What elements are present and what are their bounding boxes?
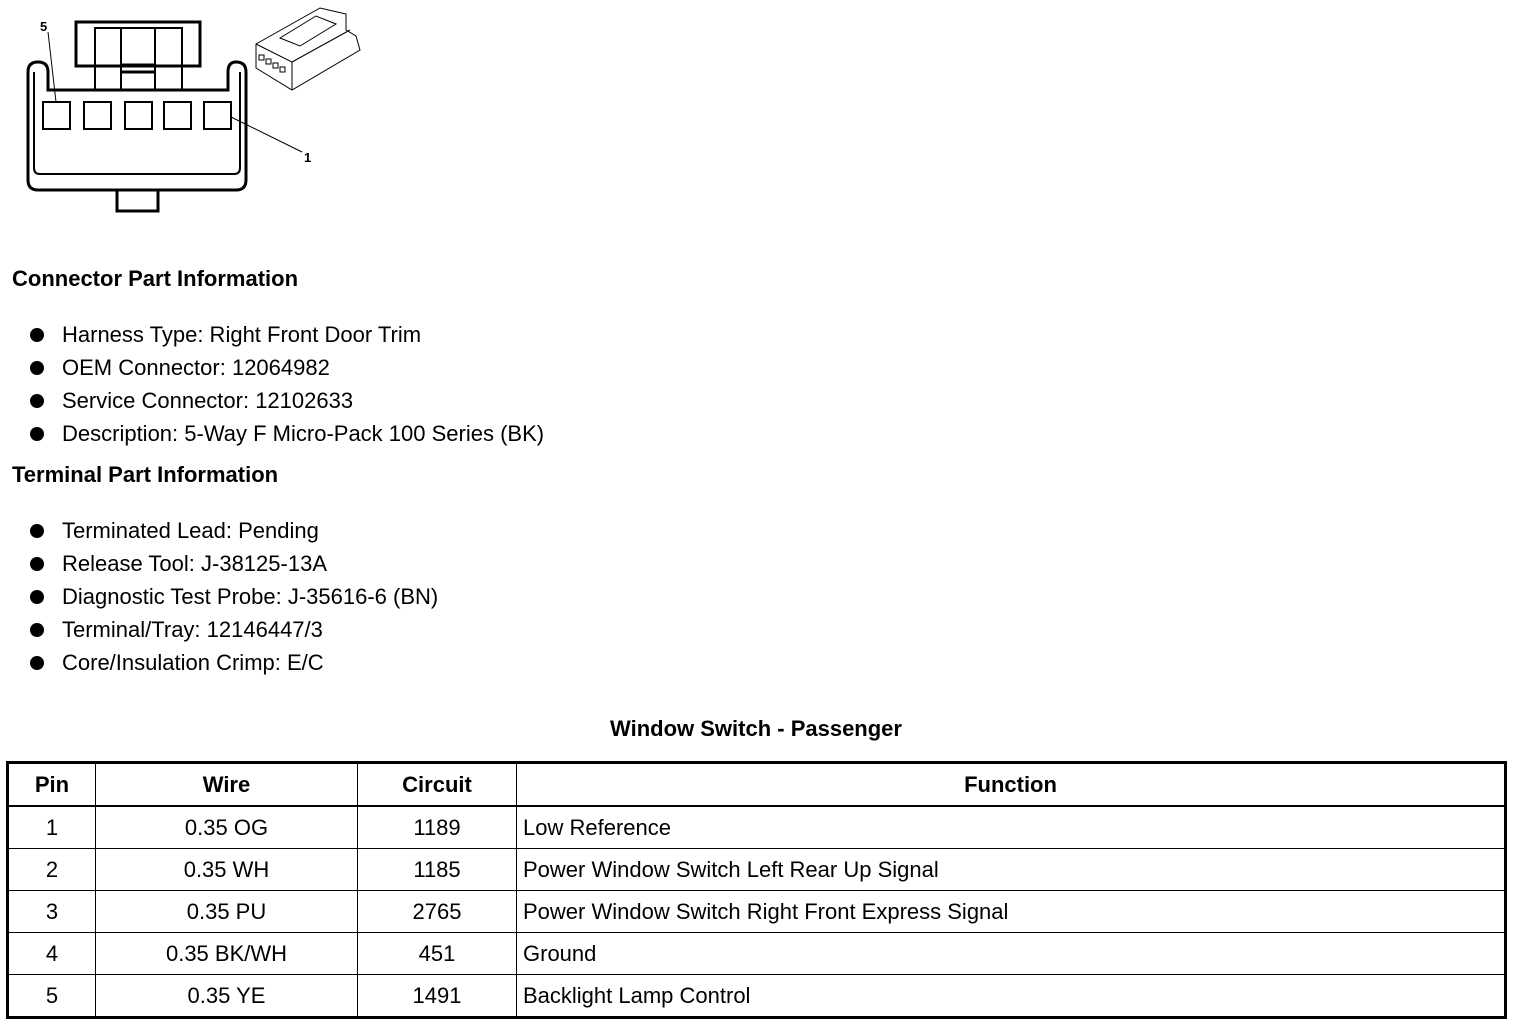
- cell-wire: 0.35 OG: [95, 805, 358, 849]
- cell-pin: 3: [7, 890, 96, 933]
- cell-function: Backlight Lamp Control: [516, 974, 1506, 1018]
- item-text: Service Connector: 12102633: [62, 388, 354, 413]
- bullet-icon: [30, 361, 44, 375]
- list-item: Terminal/Tray: 12146447/3: [0, 613, 438, 646]
- table-header-row: Pin Wire Circuit Function: [7, 762, 1506, 807]
- list-item: Release Tool: J-38125-13A: [0, 547, 438, 580]
- cell-wire: 0.35 PU: [95, 890, 358, 933]
- cell-function: Ground: [516, 932, 1506, 975]
- header-wire: Wire: [95, 762, 358, 807]
- cell-circuit: 451: [357, 932, 517, 975]
- item-text: Release Tool: J-38125-13A: [62, 551, 327, 576]
- bullet-icon: [30, 427, 44, 441]
- item-text: Description: 5-Way F Micro-Pack 100 Seri…: [62, 421, 545, 446]
- table-row: 4 0.35 BK/WH 451 Ground: [7, 932, 1506, 975]
- cell-circuit: 1491: [357, 974, 517, 1018]
- list-item: Description: 5-Way F Micro-Pack 100 Seri…: [0, 417, 544, 450]
- connector-diagram: 5 1: [26, 7, 361, 213]
- cell-function: Power Window Switch Right Front Express …: [516, 890, 1506, 933]
- item-text: Terminal/Tray: 12146447/3: [62, 617, 323, 642]
- list-item: Service Connector: 12102633: [0, 384, 544, 417]
- bullet-icon: [30, 590, 44, 604]
- cell-circuit: 1189: [357, 805, 517, 849]
- bullet-icon: [30, 524, 44, 538]
- list-item: OEM Connector: 12064982: [0, 351, 544, 384]
- item-text: Diagnostic Test Probe: J-35616-6 (BN): [62, 584, 439, 609]
- bullet-icon: [30, 557, 44, 571]
- cell-pin: 5: [7, 974, 96, 1018]
- cell-function: Power Window Switch Left Rear Up Signal: [516, 848, 1506, 891]
- list-item: Core/Insulation Crimp: E/C: [0, 646, 438, 679]
- pin-cavity-5: [42, 101, 71, 130]
- header-function: Function: [516, 762, 1506, 807]
- header-circuit: Circuit: [357, 762, 517, 807]
- list-item: Harness Type: Right Front Door Trim: [0, 318, 544, 351]
- bullet-icon: [30, 394, 44, 408]
- item-text: OEM Connector: 12064982: [62, 355, 330, 380]
- cell-circuit: 1185: [357, 848, 517, 891]
- cell-function: Low Reference: [516, 805, 1506, 849]
- item-text: Harness Type: Right Front Door Trim: [62, 322, 422, 347]
- pin-label-5: 5: [40, 19, 47, 34]
- cell-circuit: 2765: [357, 890, 517, 933]
- table-row: 1 0.35 OG 1189 Low Reference: [7, 805, 1506, 849]
- connector-list: Harness Type: Right Front Door Trim OEM …: [0, 318, 544, 450]
- list-item: Diagnostic Test Probe: J-35616-6 (BN): [0, 580, 438, 613]
- cell-wire: 0.35 WH: [95, 848, 358, 891]
- terminal-list: Terminated Lead: Pending Release Tool: J…: [0, 514, 438, 679]
- terminal-heading: Terminal Part Information: [12, 462, 279, 487]
- table-row: 5 0.35 YE 1491 Backlight Lamp Control: [7, 974, 1506, 1018]
- table-row: 3 0.35 PU 2765 Power Window Switch Right Fr…: [7, 890, 1506, 933]
- table-row: 2 0.35 WH 1185 Power Window Switch Left Rea…: [7, 848, 1506, 891]
- bullet-icon: [30, 623, 44, 637]
- cell-pin: 2: [7, 848, 96, 891]
- bullet-icon: [30, 656, 44, 670]
- item-text: Core/Insulation Crimp: E/C: [62, 650, 324, 675]
- pin-label-1: 1: [304, 150, 311, 165]
- connector-heading: Connector Part Information: [12, 266, 299, 291]
- cell-wire: 0.35 YE: [95, 974, 358, 1018]
- cell-pin: 4: [7, 932, 96, 975]
- list-item: Terminated Lead: Pending: [0, 514, 438, 547]
- item-text: Terminated Lead: Pending: [62, 518, 319, 543]
- cell-pin: 1: [7, 805, 96, 849]
- cell-wire: 0.35 BK/WH: [95, 932, 358, 975]
- bullet-icon: [30, 328, 44, 342]
- pin-cavity-1: [203, 101, 232, 130]
- header-pin: Pin: [7, 762, 96, 807]
- table-title: Window Switch - Passenger: [610, 716, 902, 741]
- pinout-table: Pin Wire Circuit Function 1 0.35 OG 1189 Lo…: [6, 761, 1507, 1019]
